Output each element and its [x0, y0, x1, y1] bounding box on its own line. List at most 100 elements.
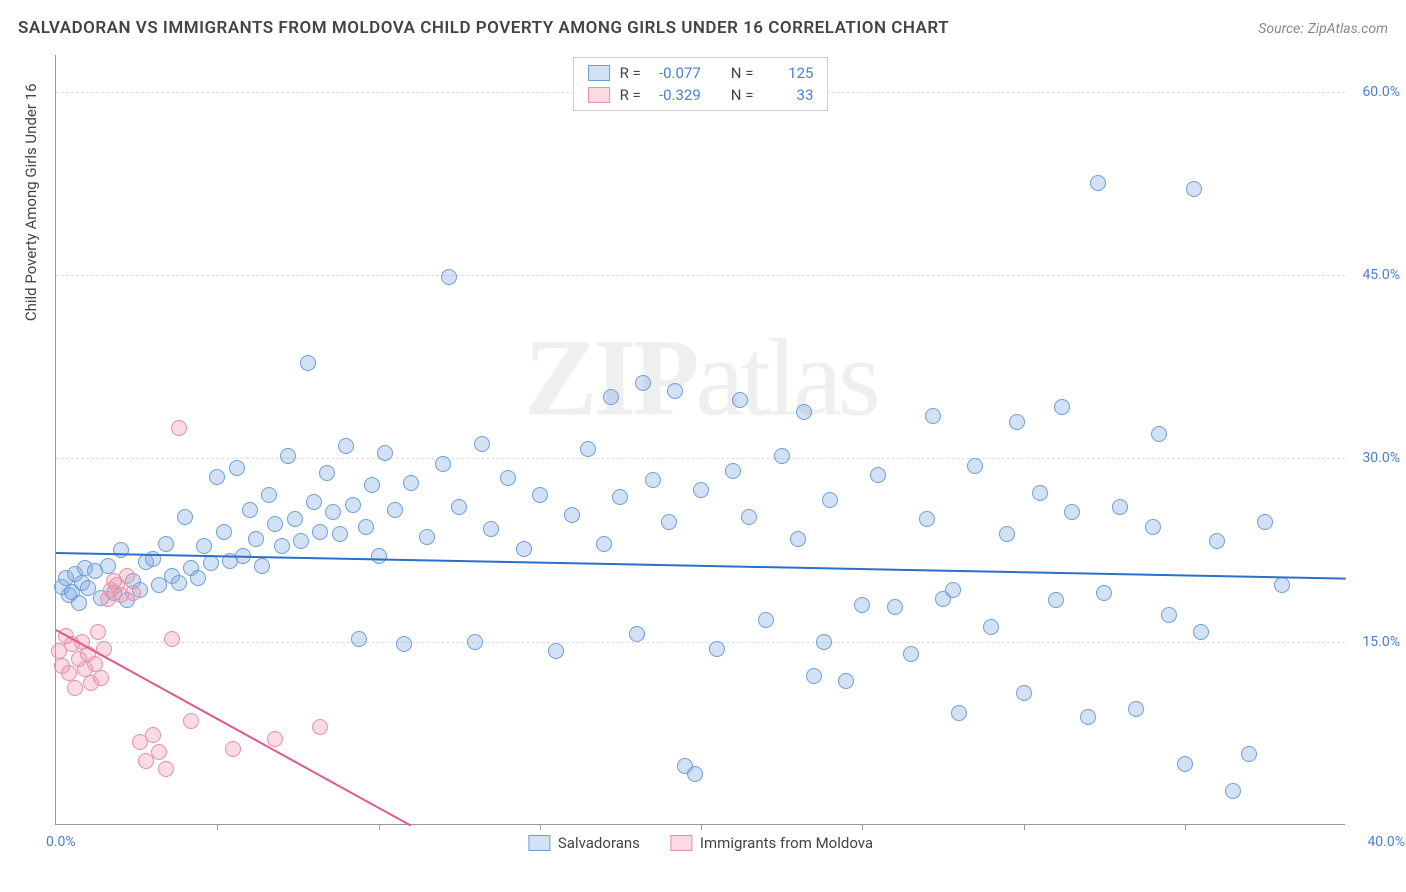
data-point: [1186, 181, 1202, 197]
y-axis-label: Child Poverty Among Girls Under 16: [22, 83, 40, 321]
x-tick: [701, 824, 702, 830]
legend-swatch: [528, 835, 550, 851]
data-point: [903, 646, 919, 662]
data-point: [300, 355, 316, 371]
data-point: [758, 612, 774, 628]
data-point: [1048, 592, 1064, 608]
x-tick: [540, 824, 541, 830]
x-tick: [217, 824, 218, 830]
data-point: [516, 541, 532, 557]
data-point: [951, 705, 967, 721]
legend-stats: R =-0.077N =125R =-0.329N =33: [573, 57, 829, 111]
data-point: [1112, 499, 1128, 515]
data-point: [261, 487, 277, 503]
data-point: [332, 526, 348, 542]
data-point: [171, 575, 187, 591]
data-point: [919, 511, 935, 527]
data-point: [1225, 783, 1241, 799]
x-tick: [1024, 824, 1025, 830]
legend-swatch: [670, 835, 692, 851]
source-name: ZipAtlas.com: [1308, 21, 1388, 37]
data-point: [1241, 746, 1257, 762]
data-point: [158, 761, 174, 777]
data-point: [732, 392, 748, 408]
data-point: [1009, 414, 1025, 430]
data-point: [419, 529, 435, 545]
data-point: [1209, 533, 1225, 549]
data-point: [983, 619, 999, 635]
data-point: [441, 269, 457, 285]
data-point: [635, 375, 651, 391]
data-point: [280, 448, 296, 464]
data-point: [306, 494, 322, 510]
data-point: [164, 631, 180, 647]
data-point: [790, 531, 806, 547]
data-point: [93, 670, 109, 686]
data-point: [451, 499, 467, 515]
data-point: [364, 477, 380, 493]
data-point: [667, 383, 683, 399]
data-point: [1161, 607, 1177, 623]
data-point: [709, 641, 725, 657]
data-point: [1177, 756, 1193, 772]
legend-series: Salvadorans Immigrants from Moldova: [528, 834, 873, 852]
data-point: [1145, 519, 1161, 535]
data-point: [90, 624, 106, 640]
data-point: [870, 467, 886, 483]
data-point: [467, 634, 483, 650]
n-label: N =: [731, 86, 754, 104]
data-point: [177, 509, 193, 525]
data-point: [145, 727, 161, 743]
data-point: [661, 514, 677, 530]
data-point: [945, 582, 961, 598]
data-point: [1054, 399, 1070, 415]
chart-plot-area: ZIPatlas R =-0.077N =125R =-0.329N =33 0…: [55, 55, 1345, 825]
data-point: [100, 558, 116, 574]
data-point: [967, 458, 983, 474]
y-tick-label: 45.0%: [1350, 267, 1400, 283]
data-point: [151, 744, 167, 760]
data-point: [312, 524, 328, 540]
data-point: [358, 519, 374, 535]
data-point: [403, 475, 419, 491]
data-point: [1151, 426, 1167, 442]
data-point: [645, 472, 661, 488]
legend-series-label: Immigrants from Moldova: [700, 834, 873, 852]
data-point: [203, 555, 219, 571]
gridline: [56, 458, 1345, 459]
data-point: [838, 673, 854, 689]
watermark: ZIPatlas: [524, 314, 877, 441]
data-point: [1032, 485, 1048, 501]
data-point: [854, 597, 870, 613]
data-point: [564, 507, 580, 523]
data-point: [254, 558, 270, 574]
data-point: [267, 516, 283, 532]
data-point: [196, 538, 212, 554]
legend-series-item: Salvadorans: [528, 834, 640, 852]
legend-series-item: Immigrants from Moldova: [670, 834, 873, 852]
data-point: [999, 526, 1015, 542]
data-point: [225, 741, 241, 757]
trend-line: [56, 552, 1346, 580]
gridline: [56, 642, 1345, 643]
legend-swatch: [588, 65, 610, 81]
data-point: [267, 731, 283, 747]
y-tick-label: 15.0%: [1350, 634, 1400, 650]
data-point: [548, 643, 564, 659]
gridline: [56, 275, 1345, 276]
data-point: [71, 595, 87, 611]
data-point: [925, 408, 941, 424]
data-point: [209, 469, 225, 485]
data-point: [1257, 514, 1273, 530]
data-point: [312, 719, 328, 735]
data-point: [774, 448, 790, 464]
data-point: [1080, 709, 1096, 725]
x-tick: [379, 824, 380, 830]
data-point: [1128, 701, 1144, 717]
data-point: [119, 568, 135, 584]
source: Source: ZipAtlas.com: [1258, 18, 1388, 37]
data-point: [229, 460, 245, 476]
data-point: [500, 470, 516, 486]
r-value: -0.329: [651, 86, 701, 104]
watermark-rest: atlas: [695, 316, 877, 438]
